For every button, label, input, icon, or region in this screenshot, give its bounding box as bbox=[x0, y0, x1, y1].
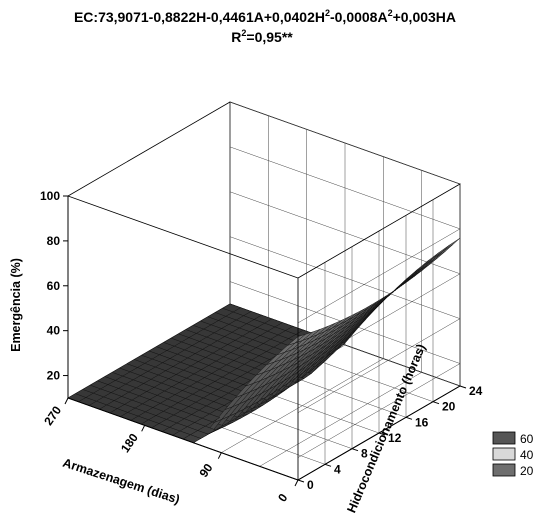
box-edge bbox=[67, 195, 299, 279]
x-tick-label: 90 bbox=[196, 461, 215, 480]
x-tick-mark bbox=[294, 479, 299, 487]
legend: 60 40 20 bbox=[492, 431, 534, 478]
y-tick-mark bbox=[297, 479, 305, 483]
x-tick-mark bbox=[141, 425, 146, 432]
x-tick-label: 0 bbox=[275, 491, 290, 505]
legend-label: 60 bbox=[520, 432, 534, 446]
y-tick-mark bbox=[351, 448, 359, 452]
box-edge bbox=[297, 183, 461, 279]
x-tick-label: 180 bbox=[118, 431, 141, 456]
y-axis-ticks: 0 4 8 12 16 20 24 bbox=[297, 384, 483, 492]
y-tick-label: 24 bbox=[469, 384, 483, 398]
z-axis-label: Emergência (%) bbox=[9, 258, 23, 352]
chart-box-back bbox=[67, 101, 461, 481]
x-tick-mark bbox=[217, 452, 222, 459]
legend-label: 40 bbox=[520, 448, 534, 462]
legend-label: 20 bbox=[520, 464, 534, 478]
z-axis-ticks: 20 40 60 80 100 bbox=[40, 189, 68, 383]
y-tick-label: 4 bbox=[334, 462, 341, 476]
y-tick-mark bbox=[432, 401, 440, 405]
x-axis-label: Armazenagem (dias) bbox=[61, 456, 182, 507]
y-tick-mark bbox=[324, 463, 332, 467]
z-tick-label: 100 bbox=[40, 189, 60, 203]
legend-swatch bbox=[492, 463, 516, 477]
grid-line bbox=[259, 372, 422, 467]
y-tick-label: 16 bbox=[415, 415, 429, 429]
y-tick-label: 20 bbox=[442, 400, 456, 414]
z-tick-label: 60 bbox=[47, 279, 61, 293]
grid-line bbox=[221, 358, 384, 453]
x-tick-label: 270 bbox=[41, 403, 64, 428]
y-tick-mark bbox=[405, 416, 413, 420]
x-axis-line bbox=[67, 397, 299, 481]
chart-subtitle-r2: R2=0,95** bbox=[231, 28, 293, 45]
y-tick-label: 0 bbox=[307, 478, 314, 492]
y-tick-label: 8 bbox=[361, 447, 368, 461]
chart-title: EC:73,9071-0,8822H-0,4461A+0,0402H2-0,00… bbox=[74, 8, 456, 25]
z-tick-label: 20 bbox=[47, 369, 61, 383]
y-tick-label: 12 bbox=[388, 431, 402, 445]
z-tick-label: 80 bbox=[47, 234, 61, 248]
z-tick-label: 40 bbox=[47, 324, 61, 338]
y-tick-mark bbox=[378, 432, 386, 436]
response-surface bbox=[67, 237, 461, 443]
box-edge bbox=[67, 101, 231, 197]
legend-swatch bbox=[492, 431, 516, 445]
y-tick-mark bbox=[459, 385, 467, 389]
legend-swatch bbox=[492, 447, 516, 461]
x-tick-mark bbox=[64, 397, 69, 405]
